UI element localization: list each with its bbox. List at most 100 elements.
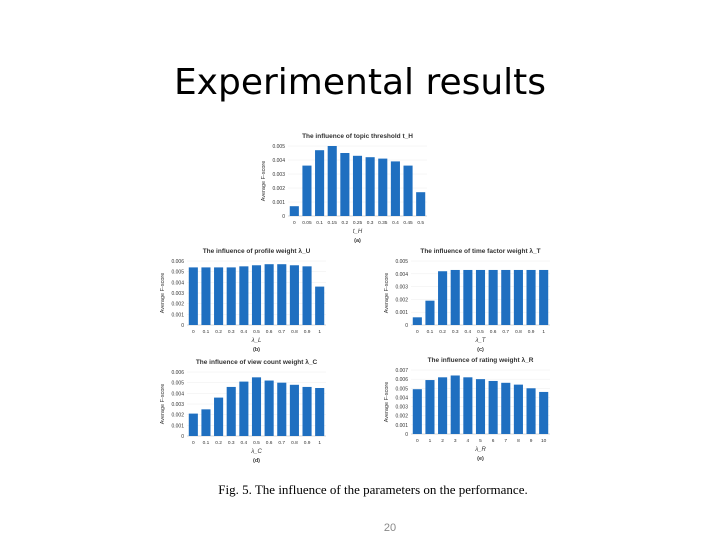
chart-d: The influence of view count weight λ_C Av… xyxy=(157,354,332,466)
x-tick-label: 0 xyxy=(293,220,296,226)
bar xyxy=(539,391,549,434)
bar xyxy=(488,380,498,434)
bar xyxy=(463,269,473,325)
x-tick-label: 0.05 xyxy=(302,220,312,226)
y-axis-label: Average F-score xyxy=(384,382,390,423)
chart-title: The influence of topic threshold t_H xyxy=(302,133,413,140)
y-tick-label: 0.005 xyxy=(171,381,184,387)
y-tick-label: 0.001 xyxy=(272,200,285,206)
y-tick-label: 0.005 xyxy=(171,270,184,276)
bar xyxy=(438,377,448,434)
bar xyxy=(501,269,511,325)
x-tick-label: 1 xyxy=(318,329,321,335)
bar xyxy=(214,397,224,436)
bar xyxy=(302,266,312,325)
y-tick-label: 0.002 xyxy=(395,297,408,303)
x-tick-label: 0.9 xyxy=(528,329,535,335)
bar xyxy=(412,317,422,325)
bar xyxy=(289,265,299,325)
y-axis-label: Average F-score xyxy=(261,161,267,202)
bar xyxy=(438,271,448,325)
y-tick-label: 0.005 xyxy=(272,144,285,150)
bar xyxy=(302,165,312,216)
bar xyxy=(315,150,325,216)
x-tick-label: 1 xyxy=(429,438,432,444)
y-axis-label: Average F-score xyxy=(160,273,166,314)
x-tick-label: 0.1 xyxy=(427,329,434,335)
subfigure-label: (d) xyxy=(253,458,260,464)
y-tick-label: 0.003 xyxy=(272,172,285,178)
chart-b: The influence of profile weight λ_U Avera… xyxy=(157,243,332,355)
bar xyxy=(188,267,198,325)
bar xyxy=(289,384,299,436)
chart-c: The influence of time factor weight λ_T A… xyxy=(381,243,556,355)
x-axis-label: t_H xyxy=(353,229,363,235)
bar xyxy=(378,158,388,216)
x-tick-label: 9 xyxy=(530,438,533,444)
y-tick-label: 0.001 xyxy=(395,423,408,429)
x-axis-label: λ_L xyxy=(251,338,262,344)
x-tick-label: 0.2 xyxy=(215,329,222,335)
x-tick-label: 3 xyxy=(454,438,457,444)
bar xyxy=(352,155,363,216)
bar xyxy=(226,267,236,325)
x-tick-label: 0.2 xyxy=(215,440,222,446)
x-tick-label: 0.1 xyxy=(316,220,323,226)
x-tick-label: 0.2 xyxy=(439,329,446,335)
y-tick-label: 0 xyxy=(405,323,408,329)
y-tick-label: 0.003 xyxy=(395,405,408,411)
y-tick-label: 0 xyxy=(405,432,408,438)
x-tick-label: 0.8 xyxy=(515,329,522,335)
bar xyxy=(450,269,460,325)
y-tick-label: 0.004 xyxy=(171,280,184,286)
y-tick-label: 0.003 xyxy=(171,291,184,297)
page-number: 20 xyxy=(383,522,397,534)
bar xyxy=(412,389,422,434)
x-tick-label: 0.6 xyxy=(266,329,273,335)
bar xyxy=(403,165,413,216)
x-tick-label: 4 xyxy=(467,438,470,444)
bar xyxy=(475,269,486,325)
x-tick-label: 0.6 xyxy=(266,440,273,446)
bar xyxy=(475,379,486,434)
x-tick-label: 10 xyxy=(541,438,547,444)
bar xyxy=(264,380,274,436)
bar xyxy=(340,153,350,216)
x-tick-label: 0.5 xyxy=(253,440,260,446)
bar xyxy=(277,382,287,436)
y-axis-label: Average F-score xyxy=(160,384,166,425)
bar xyxy=(501,382,511,434)
x-tick-label: 0.3 xyxy=(228,440,235,446)
subfigure-label: (e) xyxy=(477,456,484,462)
x-tick-label: 0.5 xyxy=(253,329,260,335)
bar xyxy=(327,146,337,216)
x-tick-label: 0.45 xyxy=(403,220,413,226)
y-tick-label: 0.003 xyxy=(395,285,408,291)
bar xyxy=(264,264,274,325)
bar xyxy=(277,264,287,325)
y-tick-label: 0.002 xyxy=(171,302,184,308)
y-tick-label: 0.001 xyxy=(171,423,184,429)
y-tick-label: 0.001 xyxy=(171,312,184,318)
x-tick-label: 0.9 xyxy=(304,440,311,446)
x-tick-label: 0.4 xyxy=(392,220,399,226)
bar xyxy=(513,384,523,434)
y-tick-label: 0.005 xyxy=(395,386,408,392)
x-tick-label: 1 xyxy=(542,329,545,335)
x-tick-label: 0.3 xyxy=(452,329,459,335)
y-tick-label: 0.001 xyxy=(395,310,408,316)
y-tick-label: 0.002 xyxy=(171,413,184,419)
y-tick-label: 0.004 xyxy=(395,272,408,278)
chart-title: The influence of view count weight λ_C xyxy=(196,358,318,366)
bar xyxy=(214,267,224,325)
figure-caption: Fig. 5. The influence of the parameters … xyxy=(218,482,528,497)
chart-e: The influence of rating weight λ_R Averag… xyxy=(381,352,556,464)
bar xyxy=(315,388,325,436)
x-tick-label: 0.8 xyxy=(291,329,298,335)
x-tick-label: 1 xyxy=(318,440,321,446)
y-tick-label: 0.002 xyxy=(395,414,408,420)
subfigure-label: (c) xyxy=(477,347,484,353)
chart-a: The influence of topic threshold t_H Aver… xyxy=(258,128,433,246)
chart-title: The influence of rating weight λ_R xyxy=(428,356,534,364)
bar xyxy=(526,388,536,434)
